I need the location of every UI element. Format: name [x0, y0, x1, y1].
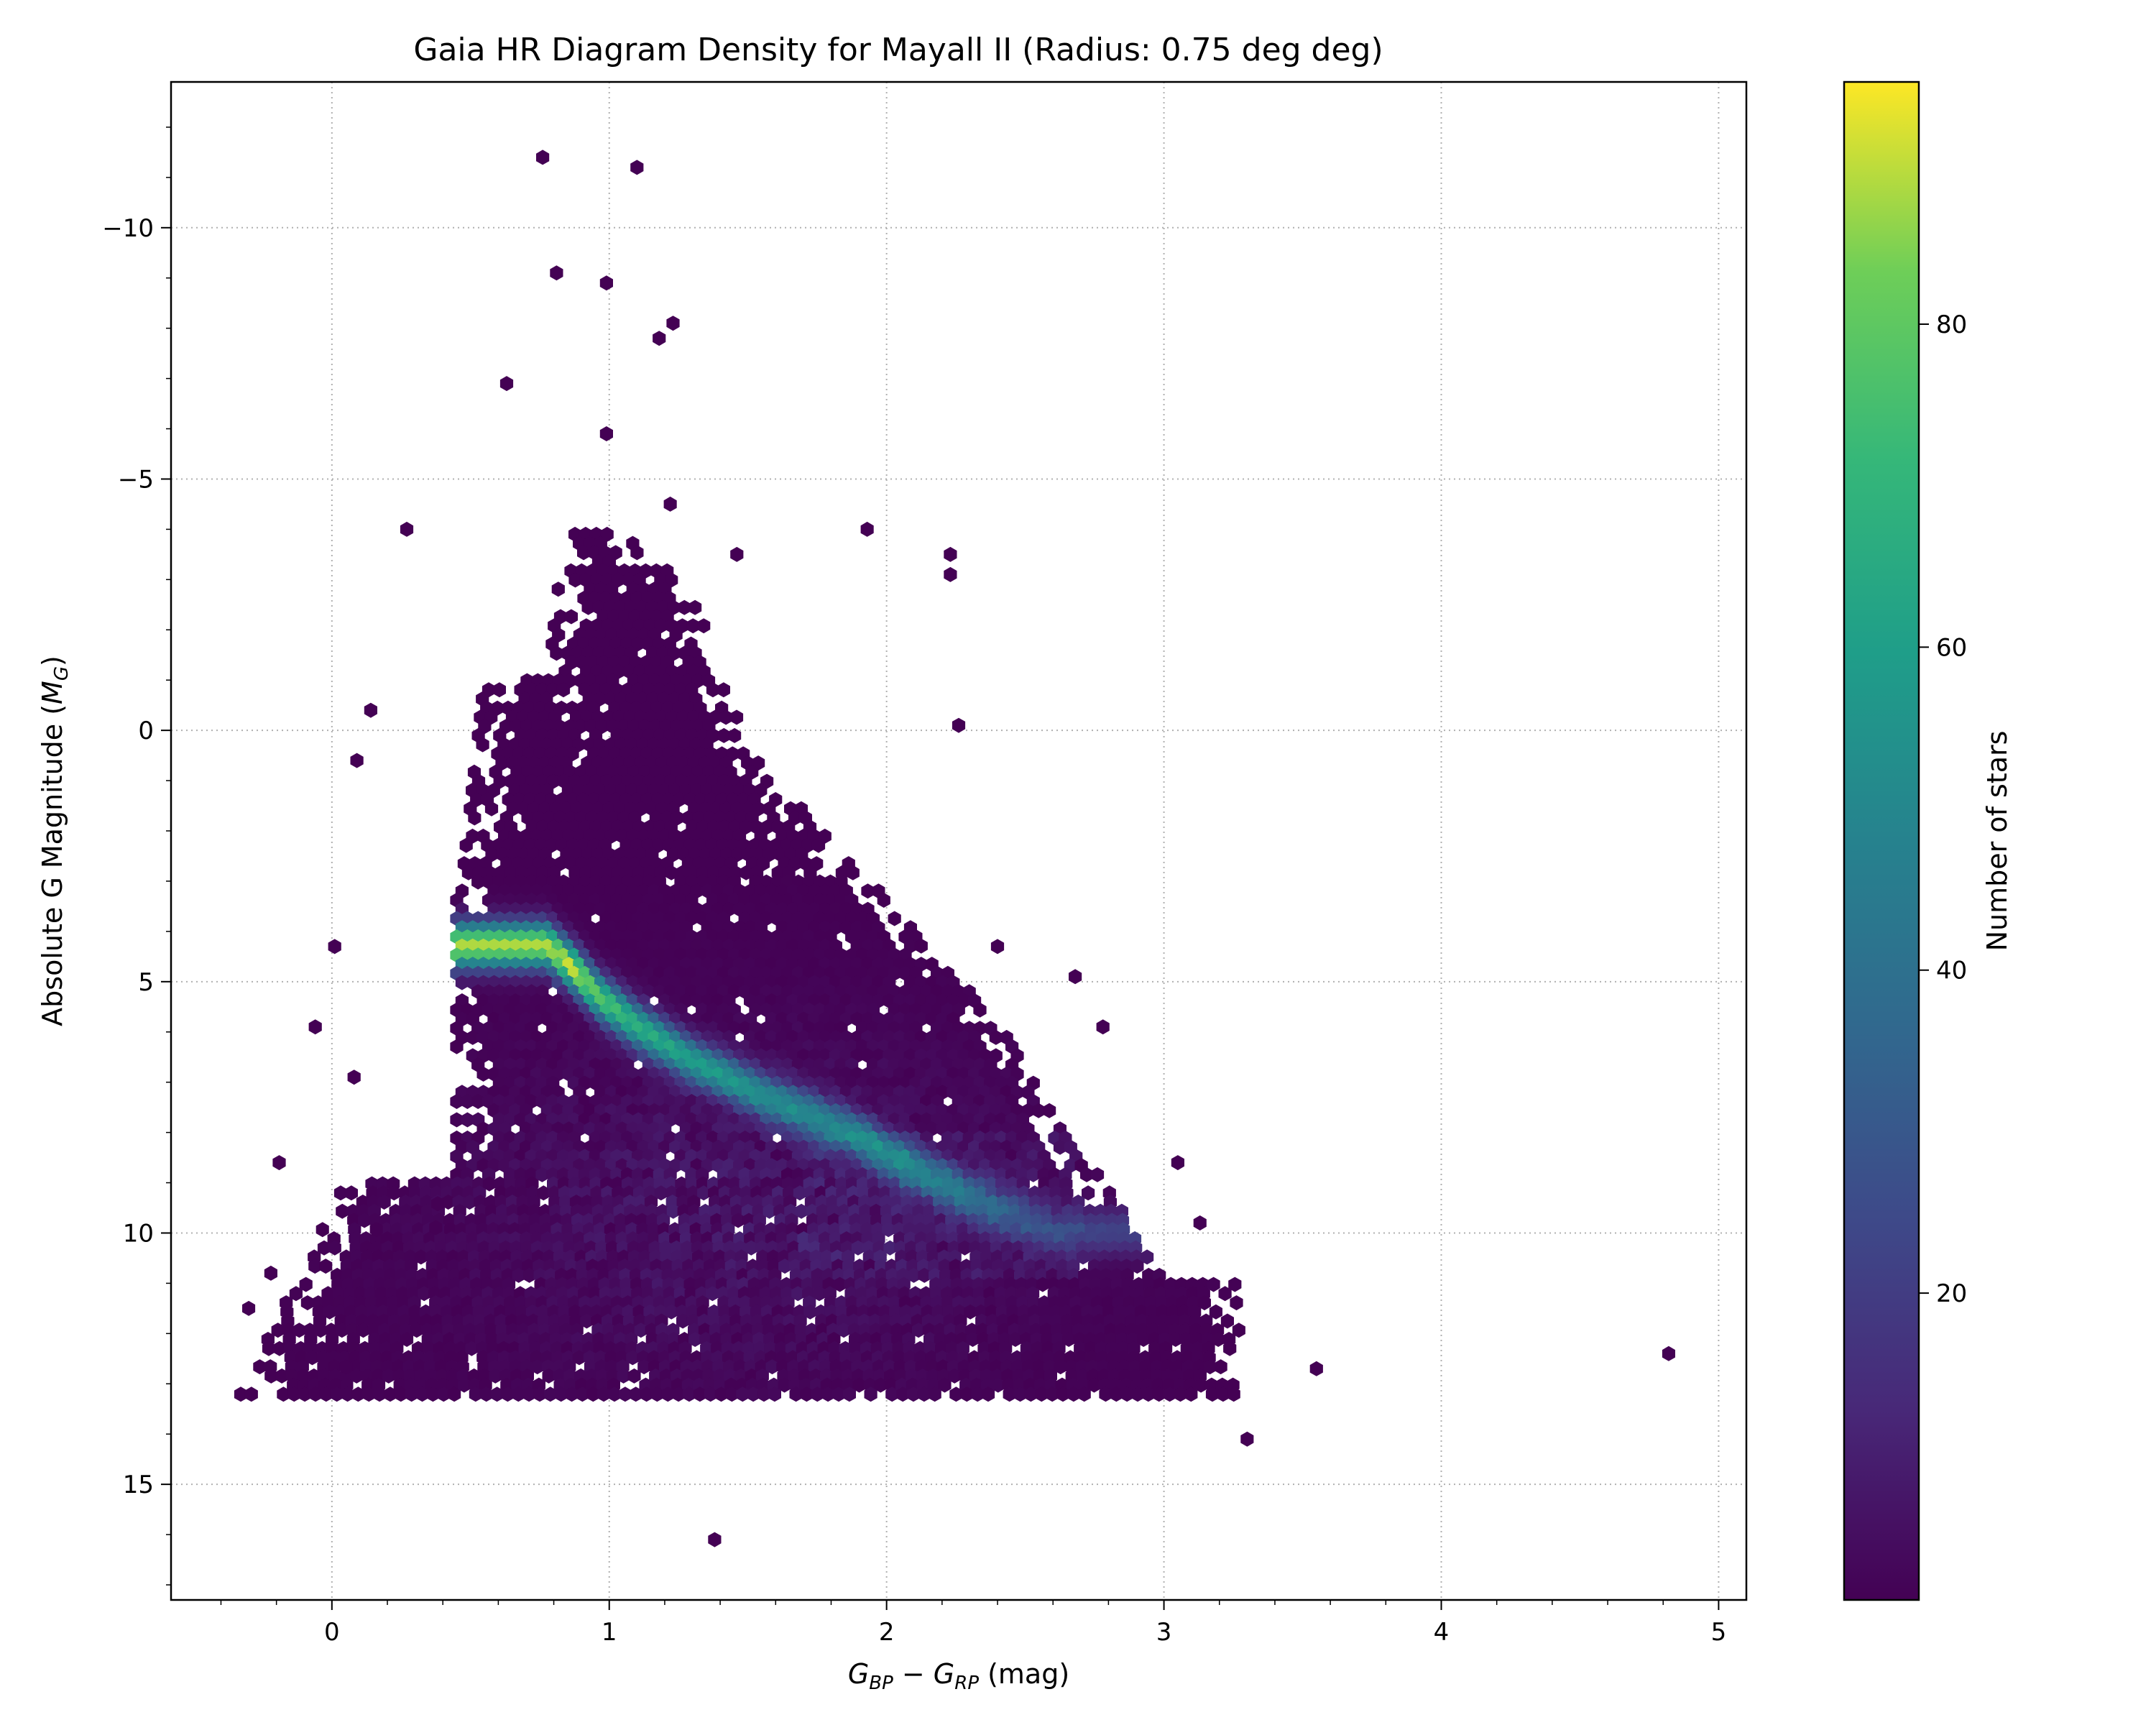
hexbin-cell — [914, 938, 928, 954]
hexbin-cell — [877, 893, 890, 908]
x-tick-label: 0 — [324, 1618, 340, 1647]
plot-area: 0 1 2 3 4 5 −10 −5 0 5 10 15 — [102, 80, 1748, 1647]
colorbar-tick-label: 80 — [1936, 310, 1967, 339]
hexbin-cell — [461, 865, 475, 880]
hexbin-cell — [989, 1029, 1003, 1045]
x-tick-label: 3 — [1156, 1618, 1172, 1647]
colorbar: 20 40 60 80 Number of stars — [1843, 80, 2013, 1601]
hexbin-cell — [556, 682, 571, 698]
hexbin-cell — [678, 599, 691, 615]
hexbin-cell — [476, 1066, 490, 1082]
x-tick-label: 4 — [1434, 1618, 1450, 1647]
x-axis-label: GBP − GRP (mag) — [848, 1658, 1069, 1694]
hexbin-cell — [811, 837, 826, 853]
hexbin-cell — [461, 1094, 474, 1109]
y-tick-label: −10 — [102, 214, 154, 243]
hexbin-cell — [729, 709, 744, 725]
hexbin-cell — [551, 581, 565, 597]
hexbin-cell — [581, 599, 595, 615]
hexbin-cell — [846, 865, 860, 880]
x-tick-label: 1 — [602, 1618, 617, 1647]
hexbin-cell — [665, 865, 678, 880]
hexbin-cell — [973, 1002, 987, 1018]
hexbin-cell — [550, 645, 563, 661]
y-tick-label: 5 — [138, 968, 154, 997]
y-tick-label: 15 — [123, 1471, 154, 1499]
hexbin-cell — [468, 810, 482, 826]
hexbin-cell — [717, 727, 731, 743]
hexbin-cell — [450, 1094, 464, 1109]
hexbin-cell — [717, 682, 730, 698]
hexbin-cell — [577, 545, 591, 561]
hexbin-cell — [476, 737, 489, 753]
hexbin-cell — [455, 975, 469, 990]
hexbin-cell — [719, 709, 733, 725]
hexbin-cell — [688, 599, 702, 615]
chart-title: Gaia HR Diagram Density for Mayall II (R… — [413, 32, 1383, 68]
colorbar-label: Number of stars — [1981, 731, 2013, 952]
hexbin-cell — [740, 865, 753, 880]
colorbar-tick-label: 60 — [1936, 633, 1967, 662]
hexbin-cell — [888, 911, 901, 926]
hexbin-cell — [706, 682, 720, 698]
hexbin-cells — [234, 150, 1675, 1547]
hexbin-cell — [466, 1029, 479, 1045]
x-tick-label: 2 — [879, 1618, 895, 1647]
colorbar-tick-label: 20 — [1936, 1279, 1967, 1308]
hexbin-cell — [492, 682, 506, 698]
hexbin-cell — [686, 618, 700, 634]
hexbin-cell — [630, 545, 644, 561]
hexbin-cell — [471, 874, 485, 890]
hexbin-cell — [728, 727, 742, 743]
hexbin-cell — [471, 1094, 485, 1109]
y-tick-label: 0 — [138, 717, 154, 745]
hexbin-cell — [697, 618, 711, 634]
y-axis-label: Absolute G Magnitude (MG) — [37, 656, 73, 1026]
hexbin-cell — [459, 837, 473, 853]
hexbin-cell — [484, 801, 499, 816]
y-axis-ticks: −10 −5 0 5 10 15 — [102, 126, 171, 1586]
y-tick-label: 10 — [123, 1219, 154, 1248]
x-axis-ticks: 0 1 2 3 4 5 — [220, 1600, 1727, 1647]
hexbin-cell — [861, 883, 875, 899]
hexbin-cell — [564, 609, 578, 625]
hexbin-cell — [568, 572, 582, 588]
hexbin-cell — [450, 1039, 464, 1054]
colorbar-gradient — [1843, 80, 1920, 1601]
colorbar-tick-label: 40 — [1936, 957, 1967, 985]
colorbar-ticks: 20 40 60 80 — [1919, 310, 1967, 1308]
x-tick-label: 5 — [1711, 1618, 1727, 1647]
y-tick-label: −5 — [118, 465, 154, 494]
